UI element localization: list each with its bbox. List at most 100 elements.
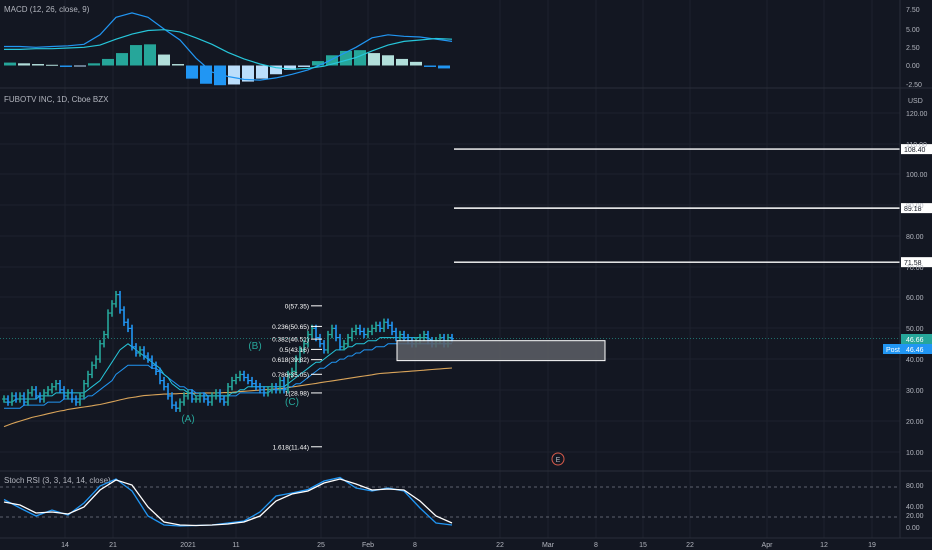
macd-histogram-bar: [46, 64, 58, 66]
fib-level-label: 1(28.98): [285, 390, 309, 397]
price-tick: 100.00: [906, 172, 928, 179]
time-tick: 21: [109, 542, 117, 549]
macd-histogram-bar: [186, 65, 198, 79]
macd-panel[interactable]: MACD (12, 26, close, 9): [4, 5, 453, 86]
target-level-value: 71.58: [904, 260, 922, 267]
target-level-badge: [901, 203, 932, 214]
macd-histogram-bar: [172, 64, 184, 66]
grid-lines: [0, 0, 900, 538]
macd-histogram: [4, 44, 450, 86]
signal-line: [4, 29, 453, 70]
macd-histogram-bar: [158, 54, 170, 66]
price-panel[interactable]: FUBOTV INC, 1D, Cboe BZX USD 108.40 89.18…: [0, 95, 932, 466]
stoch-title: Stoch RSI (3, 3, 14, 14, close): [4, 476, 111, 485]
macd-histogram-bar: [284, 65, 296, 70]
fib-level-label: 0.786(35.05): [272, 372, 309, 379]
macd-histogram-bar: [60, 65, 72, 67]
time-tick: 8: [594, 542, 598, 549]
macd-histogram-bar: [312, 61, 324, 66]
price-tick: 90.00: [906, 203, 924, 210]
post-market-value: 46.46: [906, 347, 924, 354]
macd-histogram-bar: [410, 61, 422, 66]
macd-histogram-bar: [256, 65, 268, 79]
stoch-tick: 0.00: [906, 525, 920, 532]
horizontal-levels[interactable]: 108.40 89.18 71.58: [454, 144, 932, 268]
time-tick: Apr: [762, 542, 774, 549]
post-market-label: Post: [886, 347, 900, 354]
target-level-badge: [901, 257, 932, 268]
macd-histogram-bar: [32, 64, 44, 66]
target-level-value: 108.40: [904, 147, 926, 154]
fib-level-label: 0.382(46.51): [272, 337, 309, 344]
time-tick: 25: [317, 542, 325, 549]
macd-histogram-bar: [368, 53, 380, 66]
macd-histogram-bar: [270, 65, 282, 75]
time-tick: 22: [496, 542, 504, 549]
time-tick: 14: [61, 542, 69, 549]
last-price-badge-text: 46.66: [906, 337, 924, 344]
time-tick: 11: [232, 542, 239, 549]
macd-tick: 2.50: [906, 45, 920, 52]
macd-histogram-bar: [396, 58, 408, 66]
time-axis[interactable]: 14 21 2021 11 25 Feb 8 22 Mar 8 15 22 Ap…: [61, 542, 876, 549]
macd-histogram-bar: [130, 45, 142, 66]
time-tick: 22: [686, 542, 694, 549]
macd-histogram-bar: [438, 65, 450, 69]
macd-tick: -2.50: [906, 82, 922, 89]
wave-label-b: (B): [248, 341, 261, 352]
fib-level-label: 0(57.35): [285, 303, 309, 310]
macd-histogram-bar: [88, 63, 100, 66]
macd-histogram-bar: [18, 63, 30, 66]
time-tick: 8: [413, 542, 417, 549]
earnings-event-marker[interactable]: [551, 452, 565, 466]
time-tick: Mar: [542, 542, 555, 549]
wave-label-c: (C): [285, 397, 299, 408]
price-tick: 60.00: [906, 295, 924, 302]
macd-histogram-bar: [340, 50, 352, 66]
macd-histogram-bar: [144, 44, 156, 66]
price-tick: 10.00: [906, 450, 924, 457]
time-tick: 12: [820, 542, 828, 549]
stoch-tick: 20.00: [906, 513, 924, 520]
price-bars: [2, 290, 454, 412]
macd-line: [4, 12, 453, 81]
stoch-rsi-panel[interactable]: Stoch RSI (3, 3, 14, 14, close): [0, 476, 900, 527]
stoch-tick: 40.00: [906, 504, 924, 511]
price-tick: 40.00: [906, 357, 924, 364]
price-tick: 50.00: [906, 326, 924, 333]
fib-level-label: 1.618(11.44): [273, 444, 309, 451]
price-tick: 80.00: [906, 234, 924, 241]
stoch-d-line: [3, 478, 453, 527]
wave-label-a: (A): [181, 414, 194, 425]
macd-histogram-bar: [424, 65, 436, 67]
target-level-value: 89.18: [904, 206, 922, 213]
macd-histogram-bar: [102, 58, 114, 66]
target-level-badge: [901, 144, 932, 155]
price-zone-rectangle[interactable]: [396, 340, 606, 362]
last-price-badge: [901, 334, 932, 344]
macd-histogram-bar: [228, 65, 240, 85]
macd-tick: 7.50: [906, 7, 920, 14]
macd-tick: 0.00: [906, 63, 920, 70]
time-tick: 2021: [180, 542, 196, 549]
macd-histogram-bar: [74, 65, 86, 67]
macd-histogram-bar: [298, 65, 310, 67]
macd-histogram-bar: [214, 65, 226, 86]
earnings-event-label: E: [556, 457, 561, 464]
macd-histogram-bar: [116, 53, 128, 66]
stoch-tick: 80.00: [906, 483, 924, 490]
price-tick: 20.00: [906, 419, 924, 426]
fibonacci-levels[interactable]: 0(57.35) 0.236(50.65) 0.382(46.51) 0.5(43.1…: [272, 303, 322, 451]
price-tick: 70.00: [906, 265, 924, 272]
time-tick: 19: [868, 542, 876, 549]
price-tick: 110.00: [906, 142, 927, 149]
price-axis[interactable]: 7.50 5.00 2.50 0.00 -2.50 120.00 110.00 …: [883, 7, 932, 532]
fib-level-label: 0.236(50.65): [272, 324, 309, 331]
macd-histogram-bar: [326, 55, 338, 66]
price-tick: 120.00: [906, 111, 928, 118]
symbol-title: FUBOTV INC, 1D, Cboe BZX: [4, 95, 109, 104]
time-tick: Feb: [362, 542, 374, 549]
time-tick: 15: [639, 542, 647, 549]
